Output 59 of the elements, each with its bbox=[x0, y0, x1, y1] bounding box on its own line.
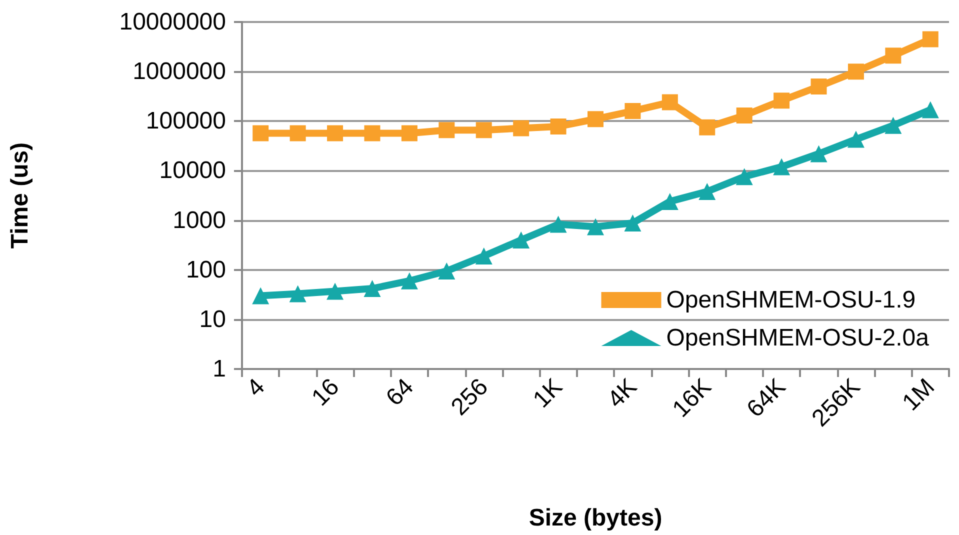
x-tick-label: 1K bbox=[528, 373, 568, 414]
x-tick-label: 16K bbox=[667, 373, 717, 423]
point bbox=[698, 183, 716, 200]
point bbox=[699, 119, 716, 136]
y-tick-label: 10000000 bbox=[119, 8, 226, 36]
point bbox=[736, 168, 753, 186]
x-axis-title: Size (bytes) bbox=[528, 504, 662, 532]
point bbox=[848, 64, 864, 80]
legend-label: OpenSHMEM-OSU-1.9 bbox=[666, 286, 916, 314]
x-tick-label: 16 bbox=[306, 373, 345, 412]
point bbox=[513, 120, 530, 136]
point bbox=[290, 125, 306, 142]
y-tick-label: 1000000 bbox=[132, 58, 226, 86]
point bbox=[438, 122, 455, 138]
point bbox=[810, 78, 827, 94]
point bbox=[810, 145, 828, 162]
point bbox=[922, 31, 938, 48]
point bbox=[476, 122, 492, 138]
point bbox=[252, 287, 270, 304]
point bbox=[400, 272, 418, 290]
point bbox=[364, 125, 380, 142]
y-tick-label: 1 bbox=[212, 356, 226, 382]
point bbox=[922, 101, 939, 118]
y-tick-label: 100 bbox=[186, 256, 226, 284]
point bbox=[438, 262, 456, 280]
point bbox=[252, 125, 269, 142]
x-tick-label: 64 bbox=[381, 373, 419, 412]
x-tick-label: 1M bbox=[897, 373, 940, 416]
point bbox=[401, 125, 418, 142]
point bbox=[588, 111, 604, 128]
point bbox=[327, 125, 344, 142]
x-tick-label: 256 bbox=[446, 373, 494, 421]
point bbox=[661, 192, 678, 210]
point bbox=[884, 116, 902, 134]
y-tick-label: 10 bbox=[199, 306, 226, 333]
y-tick-label: 100000 bbox=[146, 108, 226, 135]
point bbox=[847, 130, 864, 148]
point bbox=[624, 103, 641, 120]
point bbox=[550, 216, 567, 233]
point bbox=[587, 218, 604, 236]
point bbox=[326, 282, 344, 300]
point bbox=[364, 280, 381, 298]
y-axis-title: Time (us) bbox=[6, 142, 34, 249]
point bbox=[773, 158, 790, 176]
point bbox=[624, 214, 642, 232]
point bbox=[662, 94, 678, 110]
y-tick-label: 10000 bbox=[159, 157, 226, 184]
point bbox=[550, 118, 566, 134]
legend-label: OpenSHMEM-OSU-2.0a bbox=[666, 324, 930, 352]
y-tick-label: 1000 bbox=[172, 206, 226, 234]
x-tick-label: 64K bbox=[742, 373, 792, 423]
point bbox=[736, 107, 752, 124]
x-tick-label: 4 bbox=[242, 373, 270, 402]
point bbox=[475, 248, 492, 265]
point bbox=[289, 285, 306, 302]
x-tick-label: 4K bbox=[602, 373, 642, 414]
point bbox=[512, 232, 530, 249]
point bbox=[885, 48, 902, 64]
point bbox=[774, 92, 790, 109]
